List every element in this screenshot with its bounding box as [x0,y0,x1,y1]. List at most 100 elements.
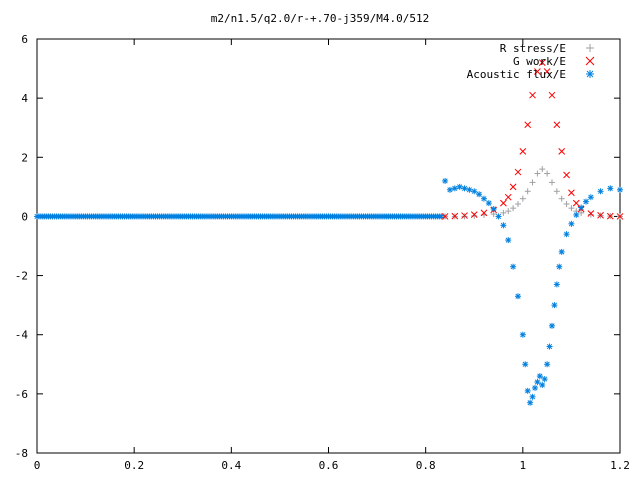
data-point [471,188,478,195]
data-point [500,199,507,207]
data-point [524,387,531,394]
data-point [568,220,575,227]
data-point [505,237,512,244]
x-tick-label: 0.8 [416,459,436,472]
data-point [531,384,538,391]
y-tick-label: 4 [21,92,28,105]
data-point [587,194,594,201]
data-point [544,170,551,177]
x-tick-label: 0 [34,459,41,472]
data-point [490,206,497,213]
data-point [539,381,546,388]
y-tick-label: -6 [15,388,28,401]
data-point [529,91,536,99]
legend-marker [586,70,594,78]
series-layer [34,59,624,406]
legend-label: G work/E [513,55,566,68]
data-point [451,185,458,192]
data-point [597,188,604,195]
axis-ticks: 0 0.2 0.4 0.6 0.8 1 1.2 -8 -6 -4 -2 0 2 4 6 [15,33,630,472]
data-point [578,209,585,216]
data-point [534,379,541,386]
data-point [505,208,512,215]
data-point [582,198,589,205]
data-point [485,200,492,207]
data-point [461,212,468,219]
data-point [538,59,546,67]
data-point [527,399,534,406]
data-point [519,331,526,338]
data-point [456,183,463,190]
data-point [519,195,526,202]
data-point [587,210,595,217]
data-point [572,199,580,207]
data-point [587,211,594,218]
data-point [578,204,585,211]
data-point [504,193,512,201]
data-point [451,212,459,220]
data-point [553,121,561,129]
data-point [529,179,536,186]
data-point [471,212,478,219]
data-point [476,191,483,198]
data-point [553,281,560,288]
y-tick-label: -4 [15,329,29,342]
data-point [466,186,473,193]
data-point [544,361,551,368]
y-tick-label: 2 [21,151,28,164]
plot-frame [36,38,621,454]
y-tick-label: -2 [15,270,28,283]
data-point [541,376,548,383]
data-point [534,68,541,75]
data-point [558,248,565,255]
x-tick-label: 1 [520,459,527,472]
data-point [522,361,529,368]
series-1 [441,59,624,220]
data-point [563,171,570,179]
data-point [543,68,551,75]
data-point [461,185,468,192]
legend-label: R stress/E [500,42,566,55]
data-point [514,293,521,300]
data-point [597,211,604,219]
chart-title: m2/n1.5/q2.0/r-+.70-j359/M4.0/512 [211,12,430,25]
series-2 [442,177,623,406]
y-tick-label: 0 [21,210,28,223]
data-point [546,343,553,350]
data-point [563,231,570,238]
data-point [534,170,541,177]
data-point [509,183,517,191]
data-point [470,211,478,219]
data-point [553,188,560,195]
data-point [536,373,543,380]
data-point [548,322,555,329]
data-point [548,91,556,99]
data-point [568,205,575,212]
data-point [568,189,575,197]
data-point [551,302,558,309]
data-point [524,188,531,195]
data-point [539,166,546,173]
data-point [500,222,507,229]
data-point [514,168,522,176]
y-tick-label: -8 [15,447,28,460]
data-point [529,393,536,400]
data-point [558,148,566,155]
data-point [514,201,521,208]
legend-marker [585,56,595,66]
data-point [548,179,555,186]
data-point [519,148,527,155]
data-point [556,263,563,270]
data-point [524,121,532,129]
legend-label: Acoustic flux/E [467,68,566,81]
data-point [490,211,497,218]
data-point [607,185,614,192]
data-point [573,211,580,218]
data-point [446,186,453,193]
data-point [495,213,502,220]
data-point [461,213,468,220]
data-point [480,195,487,202]
legend-marker [586,44,594,52]
data-point [480,209,488,217]
